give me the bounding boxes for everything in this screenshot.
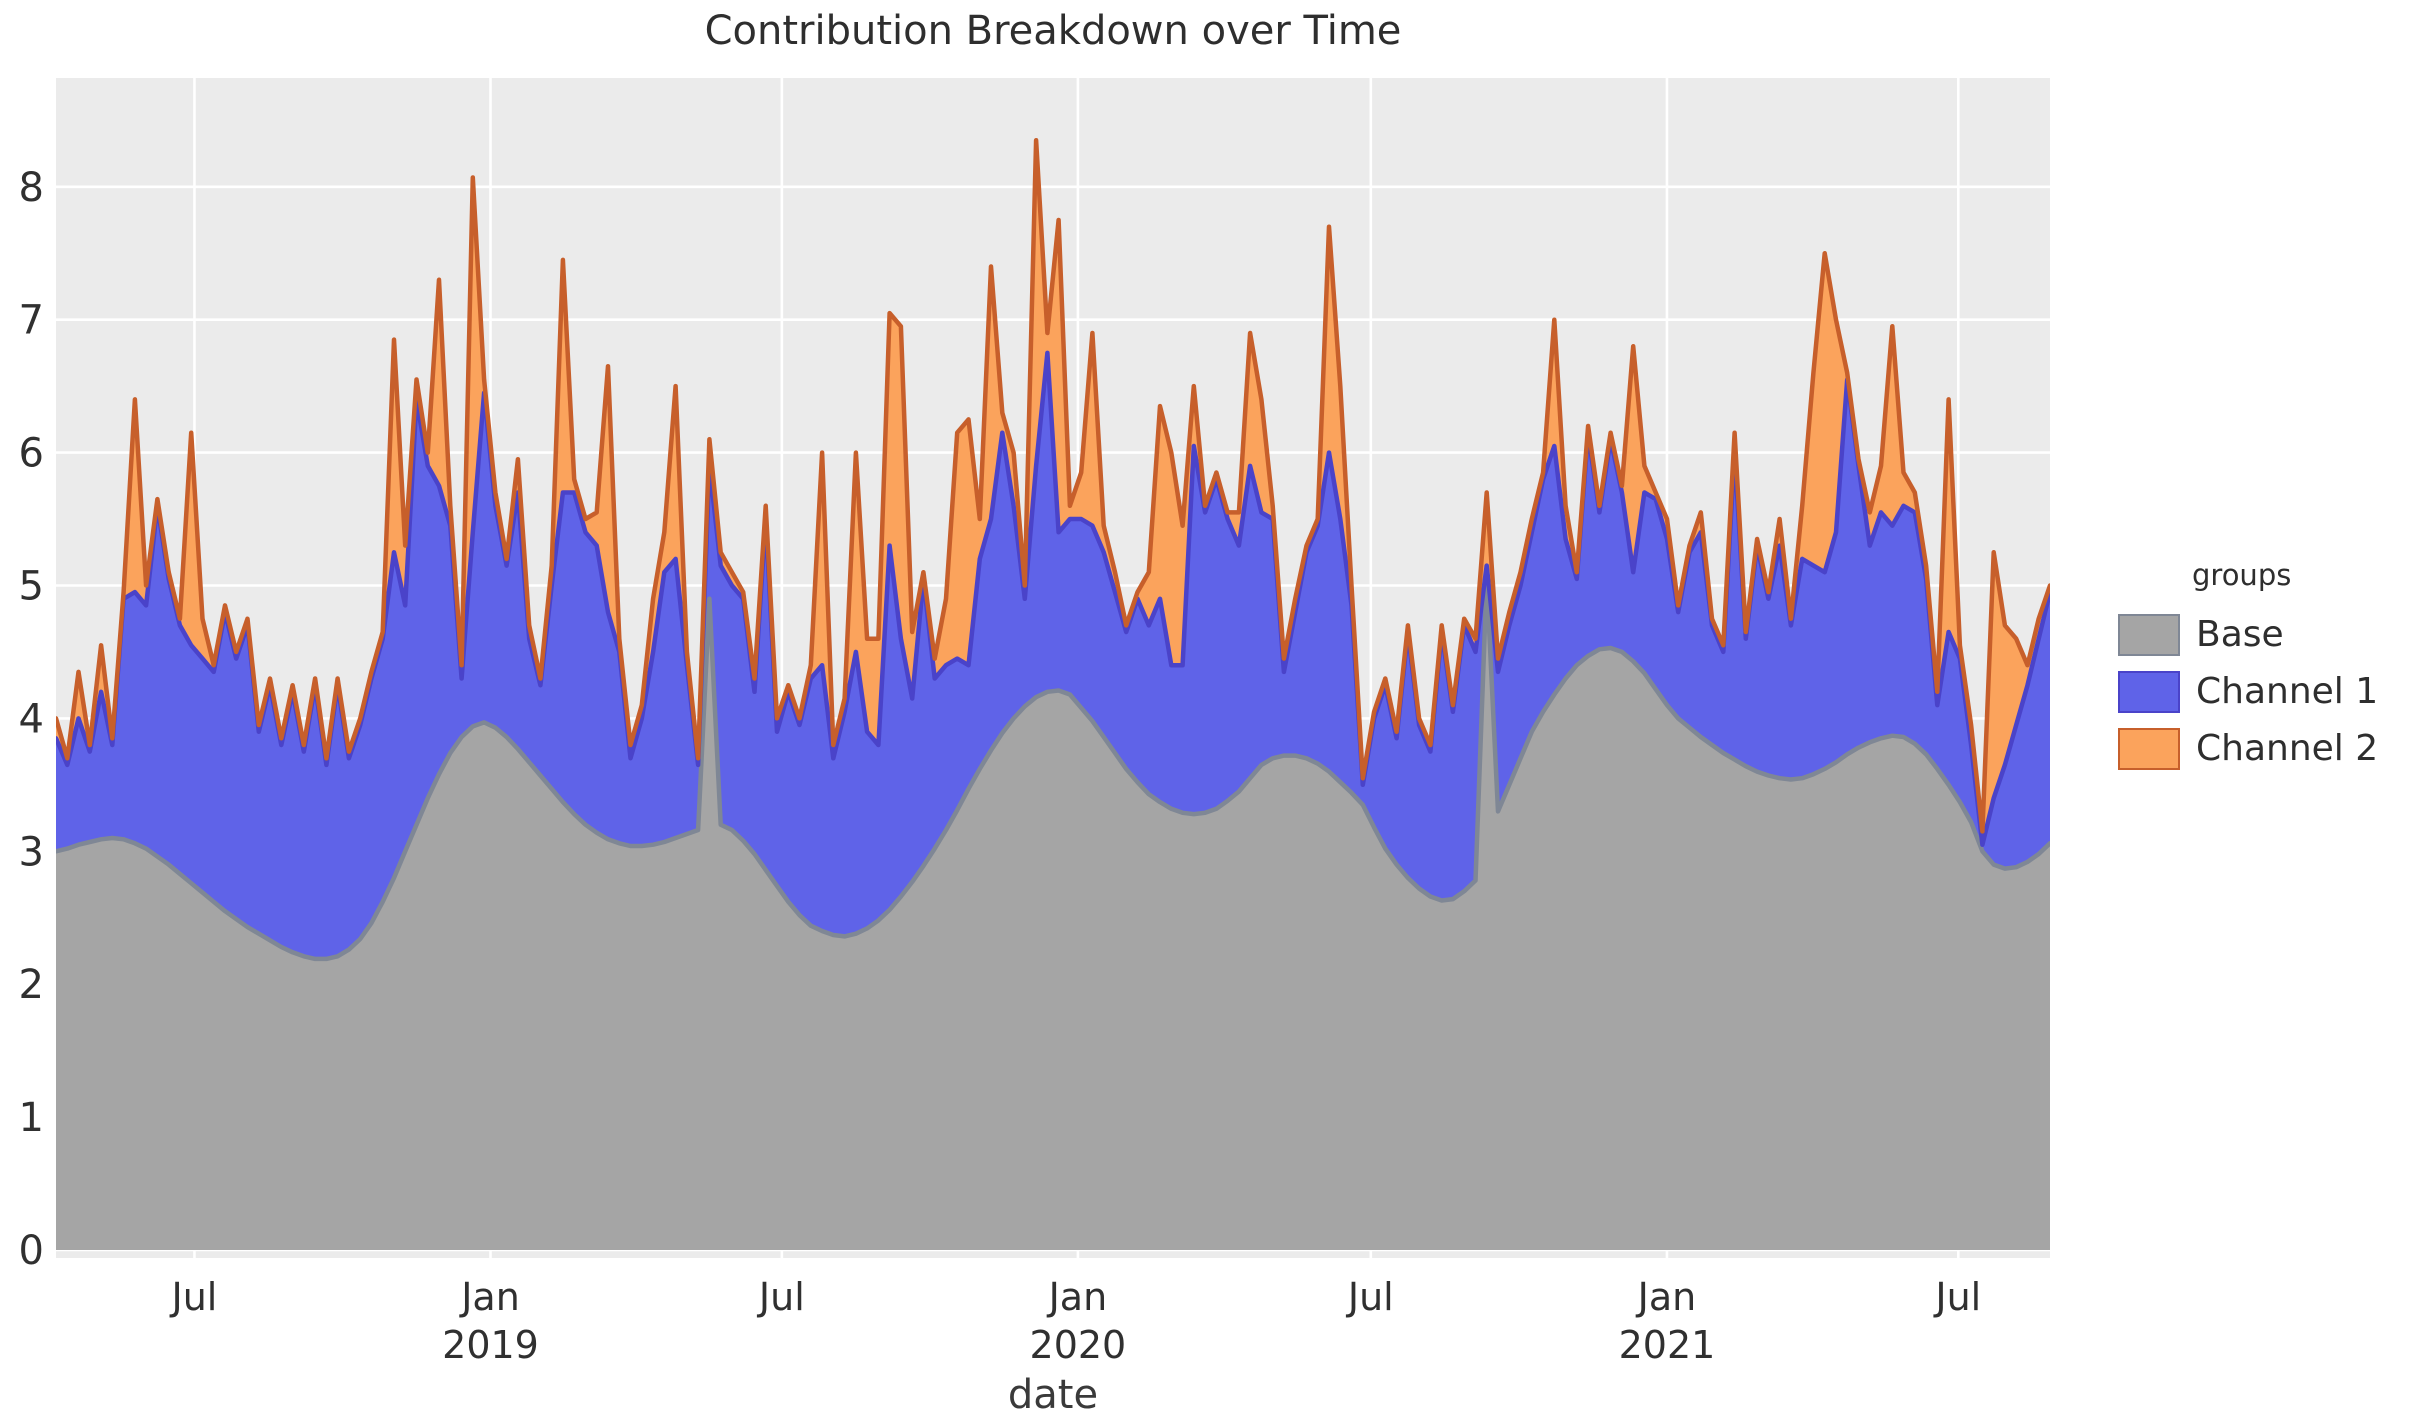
x-tick-year-label: 2019 <box>442 1323 539 1367</box>
y-tick-label: 4 <box>19 696 44 742</box>
chart-title: Contribution Breakdown over Time <box>704 8 1402 54</box>
line-base <box>56 576 2050 962</box>
y-tick-label: 7 <box>19 298 44 344</box>
x-axis-title: date <box>1007 1372 1099 1418</box>
legend-item-channel-2: Channel 2 <box>2118 720 2418 777</box>
y-tick-label: 3 <box>19 829 44 875</box>
area-series <box>56 138 2050 1250</box>
y-tick-label: 0 <box>19 1228 44 1274</box>
y-tick-label: 2 <box>19 962 44 1008</box>
x-tick-label: Jul <box>1346 1275 1394 1319</box>
legend-item-channel-1: Channel 1 <box>2118 663 2418 720</box>
x-tick-label: Jan <box>1047 1275 1108 1319</box>
legend-item-base: Base <box>2118 606 2418 663</box>
y-tick-label: 8 <box>19 165 44 211</box>
legend-item-label: Channel 1 <box>2196 671 2379 712</box>
legend-item-label: Channel 2 <box>2196 728 2379 769</box>
legend-title: groups <box>2192 558 2292 592</box>
channel-1-swatch-icon <box>2118 670 2180 713</box>
x-tick-label: Jan <box>1636 1275 1697 1319</box>
y-tick-label: 1 <box>19 1095 44 1141</box>
x-tick-year-label: 2020 <box>1030 1323 1127 1367</box>
x-tick-label: Jul <box>1933 1275 1981 1319</box>
line-channel-1 <box>56 350 2050 847</box>
y-tick-label: 6 <box>19 431 44 477</box>
x-tick-label: Jul <box>757 1275 805 1319</box>
area-base <box>56 578 2050 1250</box>
x-tick-label: Jan <box>459 1275 520 1319</box>
line-channel-2 <box>56 138 2050 834</box>
channel-2-swatch-icon <box>2118 727 2180 770</box>
x-tick-label: Jul <box>170 1275 218 1319</box>
x-tick-year-label: 2021 <box>1619 1323 1716 1367</box>
y-axis-tick-labels: 0 1 2 3 4 5 6 7 8 <box>19 165 44 1274</box>
base-swatch-icon <box>2118 613 2180 656</box>
legend-item-label: Base <box>2196 614 2284 655</box>
y-tick-label: 5 <box>19 564 44 610</box>
legend: groups Base Channel 1 Channel 2 <box>2118 558 2418 777</box>
